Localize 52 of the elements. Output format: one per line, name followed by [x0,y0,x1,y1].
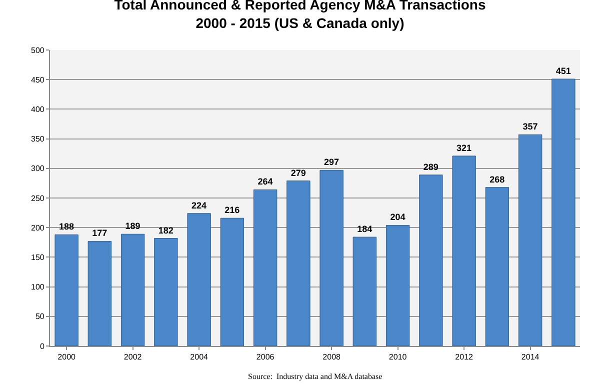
data-label: 321 [456,142,472,153]
data-label: 451 [556,66,571,76]
data-label: 177 [92,228,108,238]
y-tick-label: 150 [31,253,45,262]
y-tick-label: 50 [35,312,45,322]
x-tick-label: 2010 [388,352,408,362]
y-tick-label: 450 [31,75,45,84]
x-tick-label: 2002 [124,352,142,362]
data-label: 189 [125,221,140,232]
bar [452,156,476,346]
data-label: 264 [258,176,273,187]
y-tick-label: 500 [31,46,45,55]
data-label: 279 [290,168,306,178]
data-label: 182 [158,225,174,236]
bar [485,187,510,346]
data-label: 204 [390,212,406,222]
x-tick-label: 2004 [190,352,209,362]
data-label: 357 [522,122,538,132]
bar [518,134,542,346]
bar [552,78,576,346]
data-label: 188 [59,222,74,232]
bar [88,240,112,346]
y-tick-label: 250 [31,194,45,203]
y-tick-label: 400 [31,105,45,114]
y-tick-label: 0 [40,342,45,351]
bar [352,236,377,346]
bar [120,234,145,346]
data-label: 216 [224,205,240,216]
bar [253,189,278,346]
bar [187,213,211,346]
x-tick-label: 2012 [455,352,474,362]
x-tick-label: 2008 [322,352,342,362]
bar [220,218,244,346]
data-label: 297 [324,157,340,168]
bar [54,234,78,346]
data-label: 184 [357,224,372,234]
y-tick-label: 300 [31,164,45,174]
data-label: 224 [192,200,207,210]
data-label: 289 [423,162,438,172]
x-tick-label: 2000 [58,352,76,362]
y-tick-label: 100 [31,282,45,292]
bar [154,238,178,346]
bar [419,174,443,346]
source-note: Source: Industry data and M&A database [248,372,383,381]
y-tick-label: 350 [31,134,45,144]
bar [386,224,410,346]
x-tick-label: 2014 [521,352,540,362]
bar [286,180,310,346]
data-label: 268 [490,174,505,184]
y-tick-label: 200 [31,223,45,232]
bar [320,170,344,346]
x-tick-label: 2006 [256,352,275,362]
